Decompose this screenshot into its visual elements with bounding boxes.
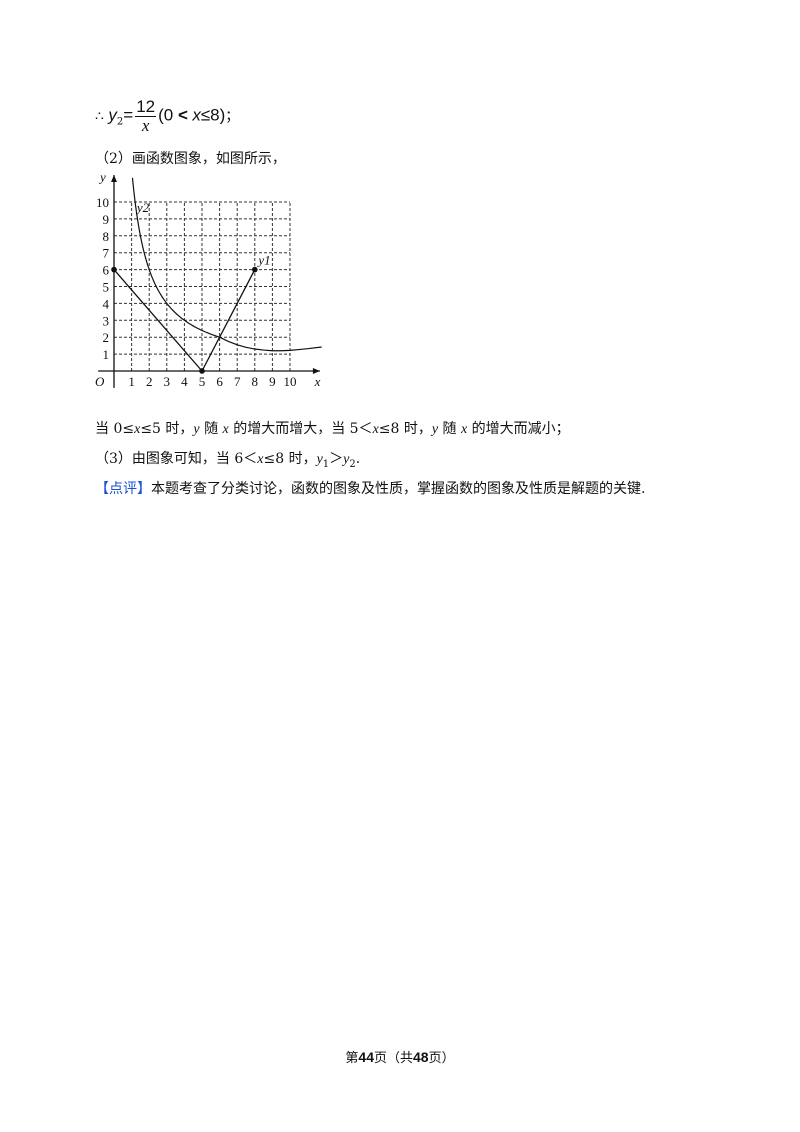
y2-expression: ∴ y2= 12 x (0 < x≤8)； bbox=[95, 98, 239, 135]
page-footer: 第44页（共48页） bbox=[0, 1047, 800, 1066]
monotonic-text: 当 0≤x≤5 时，y 随 x 的增大而增大，当 5＜x≤8 时，y 随 x 的… bbox=[95, 418, 570, 438]
comment-tag: 【点评】 bbox=[95, 481, 151, 497]
y2-label: y2 bbox=[135, 200, 150, 215]
t: ≤8 时， bbox=[378, 421, 432, 437]
y-tick-label: 1 bbox=[103, 347, 110, 362]
y-tick-label: 2 bbox=[103, 330, 110, 345]
y-axis-label: y bbox=[98, 170, 106, 185]
t: ≤5 时， bbox=[140, 421, 194, 437]
y-tick-label: 5 bbox=[103, 280, 110, 295]
comment-text: 【点评】本题考查了分类讨论，函数的图象及性质，掌握函数的图象及性质是解题的关键. bbox=[95, 478, 645, 498]
y-tick-label: 6 bbox=[103, 263, 110, 278]
x-tick-label: 3 bbox=[164, 374, 171, 389]
part3-text: （3）由图象可知，当 6＜x≤8 时，y1＞y2. bbox=[95, 448, 360, 470]
semicolon: ； bbox=[225, 108, 240, 125]
page-number: 44 bbox=[358, 1049, 374, 1065]
numerator: 12 bbox=[135, 97, 157, 117]
x-axis-label: x bbox=[314, 374, 321, 389]
t: 1 bbox=[322, 458, 330, 470]
comment-body: 本题考查了分类讨论，函数的图象及性质，掌握函数的图象及性质是解题的关键. bbox=[151, 481, 646, 497]
t: 随 bbox=[199, 421, 223, 437]
t: 页（共 bbox=[373, 1051, 413, 1066]
t: 的增大而减小； bbox=[467, 421, 570, 437]
equals: = bbox=[123, 105, 134, 125]
cond: (0 bbox=[158, 105, 178, 125]
t: y bbox=[193, 422, 200, 437]
t: ＞ bbox=[329, 451, 344, 467]
y1-point bbox=[199, 368, 205, 374]
t: 的增大而增大，当 5＜ bbox=[228, 421, 373, 437]
y1-label: y1 bbox=[256, 253, 270, 268]
t: 页） bbox=[428, 1051, 455, 1066]
y-tick-label: 7 bbox=[103, 246, 110, 261]
t: y bbox=[431, 422, 439, 437]
x-tick-label: 7 bbox=[234, 374, 241, 389]
t: 随 bbox=[438, 421, 461, 437]
y-axis-arrow-icon bbox=[111, 174, 117, 182]
t: x bbox=[222, 422, 229, 437]
t: y bbox=[316, 452, 323, 467]
t: y bbox=[343, 452, 350, 467]
t: . bbox=[355, 451, 361, 467]
t: x bbox=[461, 422, 468, 437]
x-tick-label: 2 bbox=[146, 374, 153, 389]
origin-label: O bbox=[95, 374, 105, 389]
x-tick-label: 5 bbox=[199, 374, 206, 389]
t: x bbox=[257, 452, 264, 467]
total-pages: 48 bbox=[413, 1049, 429, 1065]
t: x bbox=[134, 422, 141, 437]
y-tick-label: 4 bbox=[103, 296, 110, 311]
x-tick-label: 9 bbox=[269, 374, 276, 389]
y1-point bbox=[252, 266, 258, 273]
t: 2 bbox=[349, 458, 356, 470]
t: 当 0≤ bbox=[95, 421, 135, 437]
t: ≤8 时， bbox=[263, 451, 317, 467]
t: （3）由图象可知，当 6＜ bbox=[95, 451, 258, 467]
x-tick-label: 10 bbox=[284, 374, 297, 389]
x-tick-label: 1 bbox=[128, 374, 135, 389]
t: x bbox=[372, 422, 379, 437]
t: 第 bbox=[345, 1051, 359, 1066]
x-axis-arrow-icon bbox=[312, 368, 320, 374]
y1-point bbox=[111, 266, 117, 273]
x-tick-label: 8 bbox=[252, 374, 258, 389]
x-tick-label: 4 bbox=[181, 374, 188, 389]
y-tick-label: 3 bbox=[103, 313, 110, 328]
cond-x: x bbox=[192, 105, 201, 125]
y-tick-label: 10 bbox=[96, 195, 109, 210]
therefore-symbol: ∴ bbox=[95, 108, 104, 125]
fraction: 12 x bbox=[135, 97, 157, 135]
denominator: x bbox=[141, 116, 150, 135]
cond-rest: ≤8) bbox=[200, 105, 226, 125]
lt: < bbox=[177, 105, 188, 125]
y-tick-label: 9 bbox=[103, 212, 110, 227]
var-y: y bbox=[108, 105, 117, 125]
y2-curve bbox=[131, 177, 322, 352]
y-tick-label: 8 bbox=[103, 229, 110, 244]
sub: 2 bbox=[116, 116, 124, 128]
part2-text: （2）画函数图象，如图所示， bbox=[95, 151, 286, 167]
x-tick-label: 6 bbox=[216, 374, 223, 389]
